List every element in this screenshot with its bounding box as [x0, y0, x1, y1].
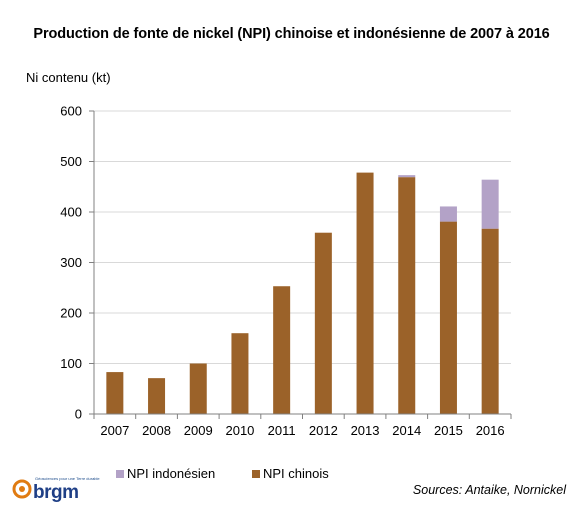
x-tick-label: 2012	[309, 423, 338, 438]
logo-tagline: Géosciences pour une Terre durable	[35, 476, 100, 481]
x-tick-label: 2013	[351, 423, 380, 438]
legend-swatch-indonesian	[116, 469, 124, 478]
y-tick-label: 100	[60, 356, 82, 371]
legend-label-indonesian: NPI indonésien	[127, 466, 216, 481]
y-tick-label: 500	[60, 154, 82, 169]
legend-label-chinese: NPI chinois	[263, 466, 329, 481]
y-axis-label: Ni contenu (kt)	[26, 70, 111, 85]
bars	[106, 172, 499, 414]
x-tick-label: 2009	[184, 423, 213, 438]
x-tick-labels: 2007 2008 2009 2010 2011 2012 2013 2014 2015 2016	[100, 423, 504, 438]
y-tick-labels: 0 100 200 300 400 500 600	[60, 104, 82, 422]
bar-npi-chinois-2007	[106, 372, 124, 414]
brgm-logo: Géosciences pour une Terre durable brgm	[12, 474, 102, 506]
x-tick-label: 2007	[100, 423, 129, 438]
bar-npi-chinois-2014	[398, 177, 416, 414]
brgm-logo-icon	[12, 479, 32, 499]
bar-npi-chinois-2008	[148, 378, 166, 414]
y-tick-label: 0	[75, 407, 82, 422]
x-tick-label: 2008	[142, 423, 171, 438]
source-note: Sources: Antaike, Nornickel	[412, 483, 566, 497]
bar-npi-indonesien-2014	[398, 175, 416, 178]
legend-item-indonesian: NPI indonésien	[116, 466, 215, 481]
legend-swatch-chinese	[252, 469, 260, 478]
bar-npi-chinois-2012	[314, 232, 332, 414]
bar-npi-chinois-2013	[356, 172, 374, 414]
y-tick-label: 300	[60, 255, 82, 270]
bar-npi-chinois-2015	[439, 221, 457, 414]
y-tick-label: 200	[60, 306, 82, 321]
axes	[89, 110, 512, 419]
legend-item-chinese: NPI chinois	[252, 466, 329, 481]
y-tick-label: 400	[60, 205, 82, 220]
x-tick-label: 2010	[225, 423, 254, 438]
bar-npi-chinois-2009	[189, 363, 207, 414]
logo-text: brgm	[33, 482, 79, 503]
x-tick-label: 2011	[268, 423, 296, 438]
bar-npi-chinois-2011	[273, 286, 291, 414]
bar-npi-indonesien-2015	[439, 206, 457, 222]
y-tick-label: 600	[60, 104, 82, 119]
bar-npi-chinois-2016	[481, 228, 499, 414]
chart-title: Production de fonte de nickel (NPI) chin…	[33, 26, 550, 42]
bar-npi-chinois-2010	[231, 333, 249, 414]
x-tick-label: 2014	[392, 423, 421, 438]
bar-npi-indonesien-2016	[481, 179, 499, 229]
x-tick-label: 2015	[434, 423, 463, 438]
x-tick-label: 2016	[476, 423, 505, 438]
